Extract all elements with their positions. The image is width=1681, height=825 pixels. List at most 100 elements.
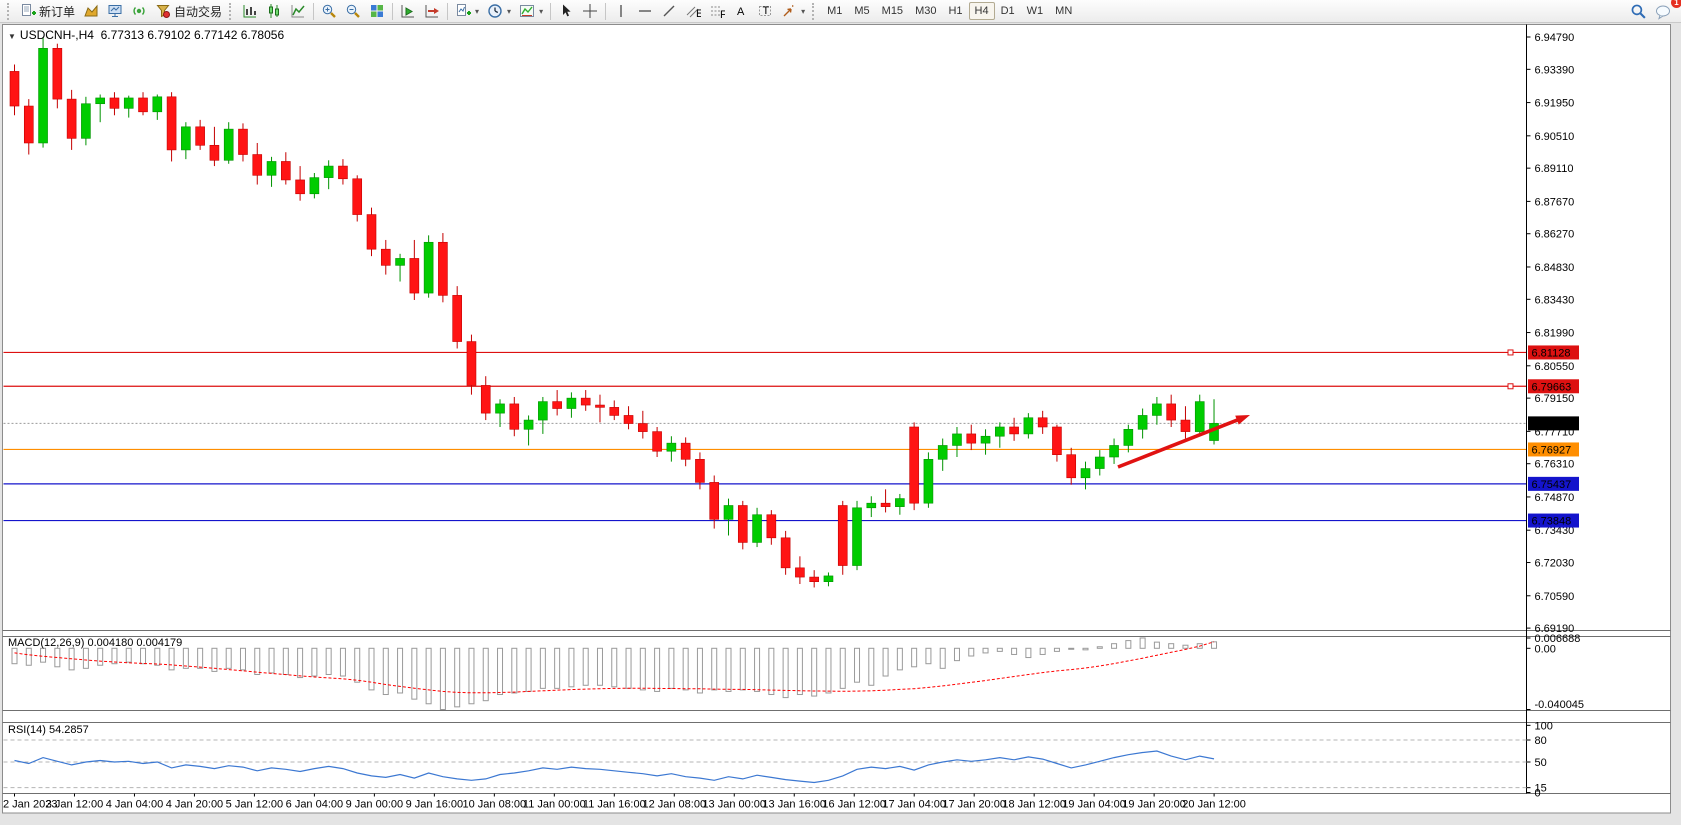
toolbar-drag-handle[interactable] [812,2,818,20]
svg-text:6.72030: 6.72030 [1535,558,1575,570]
macd-histogram-bar [225,647,232,669]
svg-text:3 Jan 12:00: 3 Jan 12:00 [46,799,104,811]
macd-histogram-bar [554,647,561,689]
tile-windows-button[interactable] [365,1,389,21]
timeframe-m15-button[interactable]: M15 [876,2,909,20]
svg-text:5 Jan 12:00: 5 Jan 12:00 [226,799,284,811]
macd-histogram-bar [568,647,575,688]
svg-text:11 Jan 00:00: 11 Jan 00:00 [523,799,586,811]
svg-text:A: A [737,6,745,18]
monitor-icon [108,5,122,17]
svg-text:10 Jan 08:00: 10 Jan 08:00 [463,799,527,811]
cursor-icon [563,4,571,17]
auto-scroll-button[interactable] [396,1,420,21]
timeframe-m30-button[interactable]: M30 [909,2,942,20]
signals-button[interactable] [127,1,151,21]
zoom-in-button[interactable] [317,1,341,21]
macd-histogram-bar [268,647,275,674]
chart-ohlc-values: 6.77313 6.79102 6.77142 6.78056 [100,28,285,42]
auto-trading-button[interactable]: 自动交易 [151,1,226,21]
macd-histogram-bar [339,647,346,677]
fibonacci-tool-button[interactable]: F [705,1,729,21]
macd-histogram-bar [768,647,775,696]
price-badge: 6.73848 [1528,513,1579,528]
macd-histogram-bar [368,647,375,691]
svg-text:18 Jan 12:00: 18 Jan 12:00 [1002,799,1066,811]
collapse-chart-icon[interactable]: ▼ [8,32,16,41]
vertical-line-icon [620,5,622,17]
new-order-button[interactable]: 新订单 [16,1,79,21]
macd-histogram-bar [168,647,175,671]
equidistant-channel-icon: E [686,6,701,19]
chat-button[interactable] [1651,1,1677,21]
zoom-out-button[interactable] [341,1,365,21]
bar-chart-mode-button[interactable] [238,1,262,21]
price-lines-layer[interactable] [3,349,1527,522]
line-chart-mode-button[interactable] [286,1,310,21]
line-handle[interactable] [1507,349,1514,356]
macd-histogram-bar [182,647,189,669]
text-tool-button[interactable]: A [729,1,753,21]
new-chart-button[interactable]: ▾ [451,1,483,21]
macd-histogram-bar [125,647,132,663]
macd-histogram-bar [111,647,118,665]
svg-text:6 Jan 04:00: 6 Jan 04:00 [286,799,344,811]
toolbar-drag-handle[interactable] [229,2,235,20]
macd-histogram-bar [11,647,18,665]
chat-icon [1656,5,1670,20]
macd-histogram-bar [482,647,489,702]
vertical-line-tool-button[interactable] [609,1,633,21]
chart-shift-button[interactable] [420,1,444,21]
macd-histogram-bar [1039,647,1046,655]
crosshair-tool-button[interactable] [578,1,602,21]
timeframe-m1-button[interactable]: M1 [821,2,848,20]
text-label-icon: T [759,5,772,17]
svg-text:6.79663: 6.79663 [1532,381,1572,393]
equidistant-channel-tool-button[interactable]: E [681,1,705,21]
macd-histogram-bar [325,647,332,675]
chart-symbol-period: USDCNH-,H4 [19,28,94,42]
macd-histogram-bar [996,647,1003,652]
arrows-tool-button[interactable]: ▾ [777,1,809,21]
horizontal-line-tool-button[interactable] [633,1,657,21]
auto-trading-icon [156,5,171,18]
text-label-tool-button[interactable]: T [753,1,777,21]
templates-button[interactable]: ▾ [515,1,547,21]
annotation-arrow[interactable] [1117,415,1250,469]
svg-text:E: E [696,8,701,19]
timeframe-h4-button[interactable]: H4 [968,2,995,20]
price-badge: 6.78056 [1528,416,1579,431]
trendline-tool-button[interactable] [657,1,681,21]
horizontal-line-icon [639,10,652,12]
macd-histogram-bar [1125,640,1132,649]
timeframe-m5-button[interactable]: M5 [848,2,875,20]
macd-indicator-label: MACD(12,26,9) 0.004180 0.004179 [8,637,183,649]
rsi-pane: 100 80 50 150 [3,720,1553,800]
macd-histogram-bar [411,647,418,700]
macd-histogram-bar [625,647,632,689]
timeframe-mn-button[interactable]: MN [1049,2,1078,20]
charts-button[interactable] [79,1,103,21]
line-handle[interactable] [1507,383,1514,390]
macd-histogram-bar [382,647,389,696]
toolbar: 新订单 自动交易 ▾ ▾ [0,0,1681,23]
cursor-tool-button[interactable] [554,1,578,21]
market-watch-button[interactable] [103,1,127,21]
periods-button[interactable]: ▾ [483,1,515,21]
toolbar-drag-handle[interactable] [7,2,13,20]
candlestick-mode-button[interactable] [262,1,286,21]
svg-text:6.79150: 6.79150 [1535,393,1575,405]
timeframe-w1-button[interactable]: W1 [1021,2,1050,20]
macd-histogram-bar [1182,644,1189,649]
macd-histogram-bar [682,647,689,691]
timeframe-h1-button[interactable]: H1 [942,2,968,20]
svg-text:4 Jan 20:00: 4 Jan 20:00 [166,799,224,811]
svg-text:6.70590: 6.70590 [1535,591,1575,603]
timeframe-d1-button[interactable]: D1 [995,2,1021,20]
search-button[interactable] [1626,1,1651,21]
macd-histogram-bar [511,647,518,694]
svg-text:12 Jan 08:00: 12 Jan 08:00 [642,799,706,811]
macd-histogram-bar [939,647,946,669]
